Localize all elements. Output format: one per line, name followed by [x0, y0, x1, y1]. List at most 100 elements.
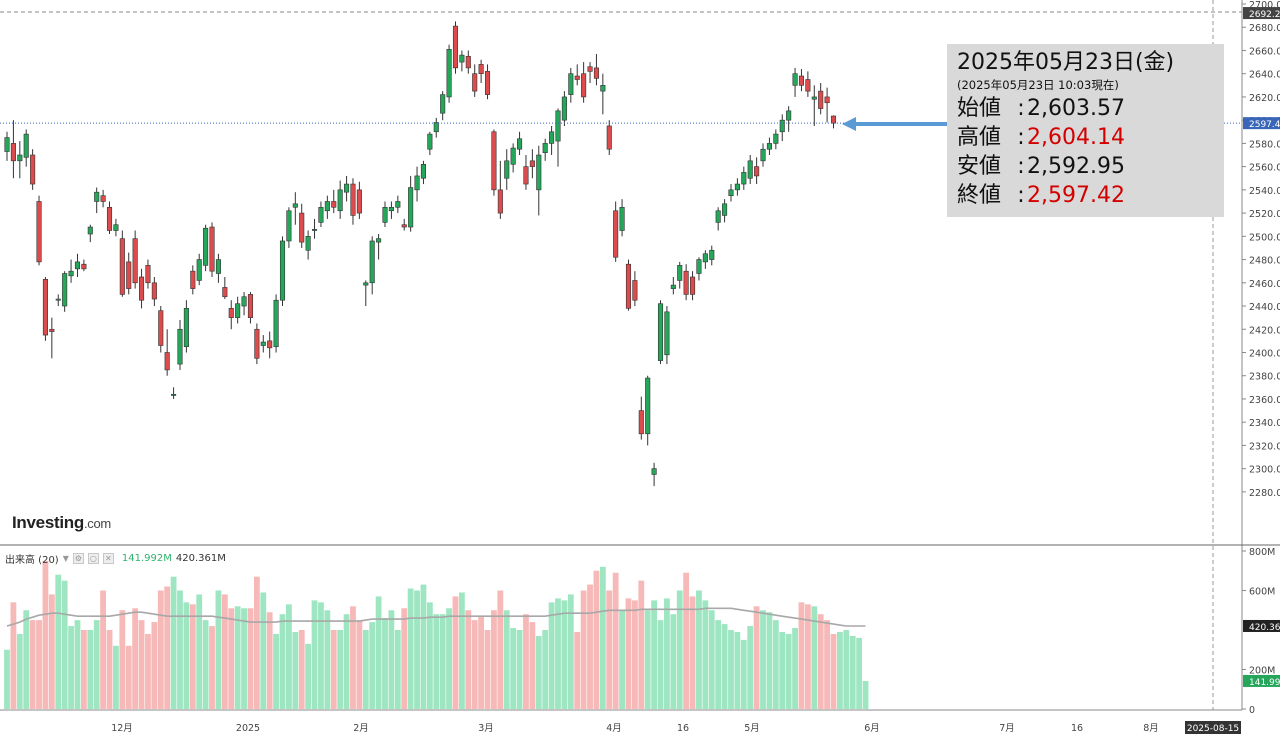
volume-bar [497, 590, 504, 709]
time-tick-label: 2月 [353, 723, 369, 734]
volume-bar [132, 608, 139, 709]
date-highlight-label: 2025-08-15 [1187, 724, 1239, 734]
candle-up [715, 210, 721, 223]
pointer-arrow-head [842, 117, 856, 131]
volume-bar [529, 622, 536, 709]
candle-up [741, 172, 747, 185]
investing-logo[interactable]: Investing.com [12, 513, 111, 533]
candle-up [651, 468, 657, 475]
volume-tick-label: 600M [1249, 587, 1275, 598]
volume-bar [619, 610, 625, 709]
candle-up [395, 201, 401, 208]
info-label: 安値 [957, 154, 1002, 179]
info-row-open: 始値:2,603.57 [957, 94, 1214, 123]
date-highlight-bg [1185, 721, 1241, 734]
volume-bar [830, 633, 837, 709]
volume-indicator-name[interactable]: 出来高 (20) [5, 555, 59, 566]
info-label: 始値 [957, 96, 1002, 121]
volume-bar [753, 606, 760, 709]
candle-up [427, 133, 433, 150]
candle-up [369, 240, 375, 284]
volume-bar [414, 590, 420, 709]
candle-up [292, 203, 298, 208]
candle-up [709, 249, 715, 260]
volume-bar [683, 572, 690, 709]
volume-bar [362, 630, 369, 709]
candle-up [779, 119, 785, 133]
time-tick-label: 7月 [999, 723, 1015, 734]
volume-bar [664, 598, 670, 709]
chevron-down-icon[interactable]: ▼ [62, 554, 69, 563]
candle-down [190, 270, 196, 289]
volume-bar [61, 580, 68, 709]
candle-up [510, 147, 516, 165]
volume-bar [202, 620, 209, 709]
price-tick-label: 2540.00 [1249, 186, 1280, 197]
info-timestamp: (2025年05月23日 10:03現在) [957, 78, 1119, 92]
volume-bar [606, 590, 613, 709]
volume-bar [766, 612, 773, 709]
volume-bar [324, 610, 331, 709]
volume-bar [465, 610, 472, 709]
volume-bar [401, 608, 408, 709]
volume-bar [36, 620, 42, 709]
volume-bar [247, 608, 254, 709]
volume-bar [535, 635, 542, 709]
candle-up [113, 224, 119, 231]
volume-bar [510, 628, 517, 709]
volume-bar [657, 620, 664, 709]
volume-bar [253, 576, 260, 709]
candle-up [664, 311, 670, 356]
candle-up [728, 189, 734, 196]
close-icon[interactable]: ✕ [102, 553, 114, 564]
volume-bar [824, 620, 830, 709]
candle-up [363, 282, 369, 286]
volume-bar [164, 586, 171, 709]
volume-bar [798, 602, 805, 709]
candle-up [811, 96, 817, 100]
volume-bar [516, 630, 523, 709]
candle-down [824, 96, 830, 104]
candle-down [593, 67, 599, 79]
time-tick-label: 2025 [236, 723, 260, 734]
volume-bar [587, 584, 593, 709]
candle-up [4, 137, 10, 152]
volume-bar [420, 584, 427, 709]
volume-bar [734, 631, 741, 709]
volume-bar [279, 614, 286, 709]
settings-icon[interactable]: ⚙ [72, 553, 84, 564]
volume-bar [106, 630, 113, 709]
candle-up [215, 259, 221, 274]
time-tick-label: 8月 [1143, 723, 1159, 734]
price-tick-label: 2680.00 [1249, 23, 1280, 34]
ohlc-info-box: 2025年05月23日(金) (2025年05月23日 10:03現在) 始値:… [947, 44, 1224, 217]
high-marker-label: 2692.2 [1249, 10, 1280, 20]
volume-bar [638, 580, 645, 709]
volume-bar [93, 620, 100, 709]
volume-bar [523, 614, 529, 709]
candle-up [702, 253, 708, 263]
volume-bar [119, 610, 126, 709]
candle-up [747, 160, 753, 179]
volume-ma-value: 420.361M [175, 553, 226, 564]
volume-bar [580, 590, 587, 709]
volume-bar [228, 608, 235, 709]
volume-bar [292, 631, 299, 709]
volume-bar [369, 622, 376, 709]
visibility-icon[interactable]: ○ [87, 553, 99, 564]
candle-up [62, 273, 68, 307]
info-value: 2,603.57 [1027, 96, 1125, 121]
volume-bar [221, 594, 228, 709]
volume-bar [593, 570, 600, 709]
time-tick-label: 4月 [606, 723, 622, 734]
candle-down [484, 71, 491, 95]
candle-down [81, 263, 87, 270]
candle-up [446, 49, 452, 98]
volume-bar [286, 604, 292, 709]
candle-up [555, 110, 561, 142]
volume-bar [843, 630, 850, 709]
last-price-label-bg [1243, 117, 1280, 130]
price-tick-label: 2440.00 [1249, 302, 1280, 313]
volume-bar [728, 630, 734, 709]
time-tick-label: 16 [1071, 723, 1083, 734]
